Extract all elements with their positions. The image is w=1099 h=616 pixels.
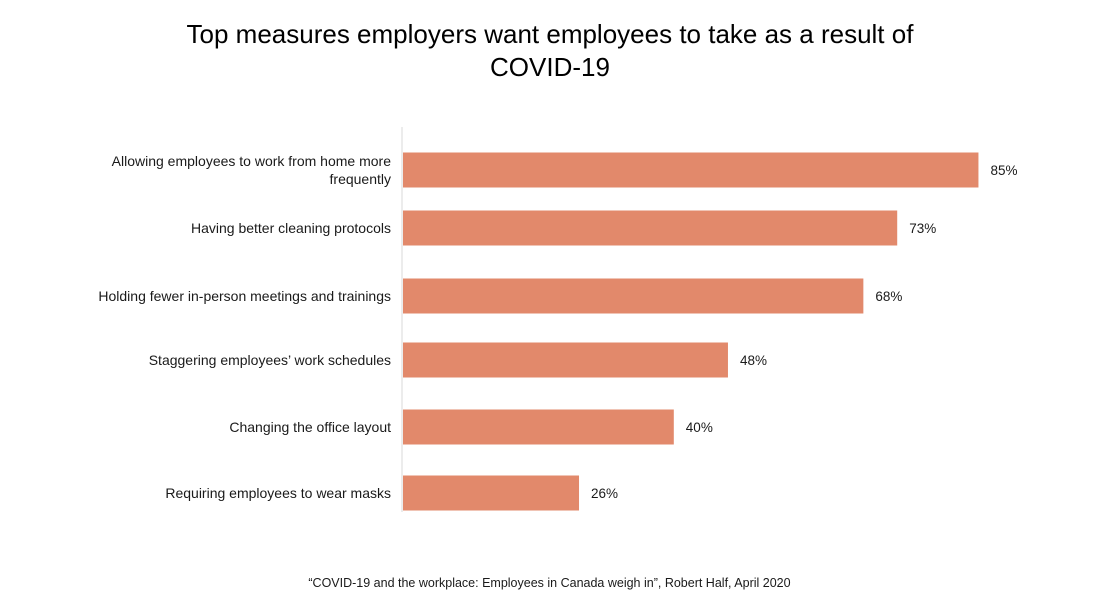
bar <box>403 409 674 445</box>
bar <box>403 210 898 246</box>
category-label: Staggering employees’ work schedules <box>149 352 391 368</box>
category-label: Holding fewer in-person meetings and tra… <box>98 288 391 304</box>
bar <box>403 278 864 314</box>
category-label: Allowing employees to work from home mor… <box>112 153 392 187</box>
data-label: 73% <box>909 221 936 236</box>
category-label: Changing the office layout <box>229 419 391 435</box>
category-label: Requiring employees to wear masks <box>165 485 391 501</box>
data-label: 26% <box>591 486 618 501</box>
bar <box>403 475 580 511</box>
data-label: 48% <box>740 353 767 368</box>
data-label: 85% <box>990 163 1017 178</box>
bar <box>403 342 728 378</box>
category-label: Having better cleaning protocols <box>191 220 391 236</box>
chart-title: Top measures employers want employees to… <box>186 19 914 82</box>
data-label: 68% <box>875 289 902 304</box>
bars-group: 85% Allowing employees to work from home … <box>98 152 1017 511</box>
data-label: 40% <box>686 420 713 435</box>
bar <box>403 152 979 188</box>
source-note: “COVID-19 and the workplace: Employees i… <box>308 576 791 590</box>
